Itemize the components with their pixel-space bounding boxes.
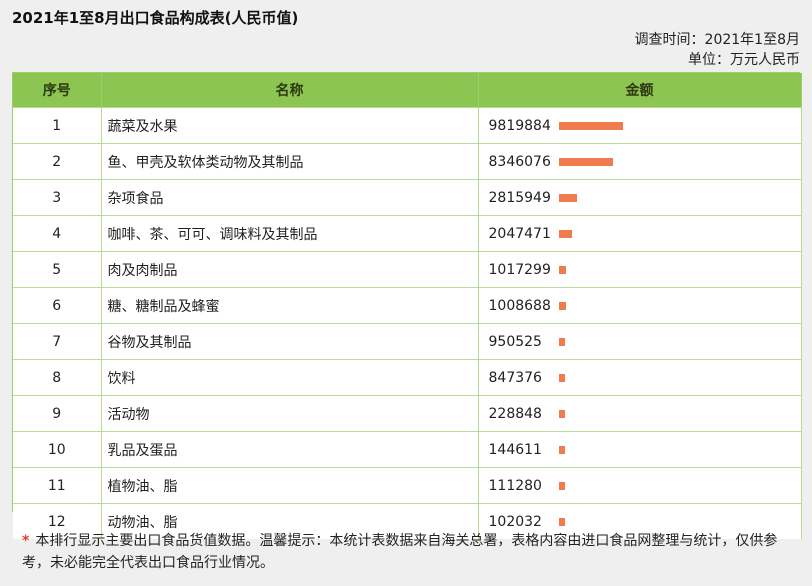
header-amount: 金额 bbox=[478, 73, 802, 108]
footnote-text: 本排行显示主要出口食品货值数据。温馨提示：本统计表数据来自海关总署，表格内容由进… bbox=[22, 533, 778, 571]
row-amount-cell: 9819884 bbox=[478, 107, 802, 144]
row-amount: 847376 bbox=[488, 369, 542, 386]
unit-label: 单位：万元人民币 bbox=[688, 52, 800, 68]
row-no: 2 bbox=[13, 143, 102, 180]
table-row: 8 饮料 847376 bbox=[13, 359, 802, 396]
row-name: 乳品及蛋品 bbox=[101, 431, 479, 468]
survey-time: 调查时间：2021年1至8月 bbox=[634, 32, 800, 48]
row-name: 动物油、脂 bbox=[101, 503, 479, 539]
row-no: 1 bbox=[13, 107, 102, 144]
footnote-star: * bbox=[22, 533, 30, 549]
row-amount-cell: 102032 bbox=[478, 503, 802, 539]
row-amount-cell: 1008688 bbox=[478, 287, 802, 324]
amount-bar bbox=[558, 373, 565, 382]
row-no: 9 bbox=[13, 395, 102, 432]
row-no: 3 bbox=[13, 179, 102, 216]
row-no: 10 bbox=[13, 431, 102, 468]
table-header-row: 序号 名称 金额 bbox=[13, 73, 802, 108]
row-name: 植物油、脂 bbox=[101, 467, 479, 504]
row-amount-cell: 8346076 bbox=[478, 143, 802, 180]
table-row: 10 乳品及蛋品 144611 bbox=[13, 431, 802, 468]
amount-bar bbox=[558, 229, 572, 238]
footnote: * 本排行显示主要出口食品货值数据。温馨提示：本统计表数据来自海关总署，表格内容由… bbox=[22, 530, 792, 574]
row-name: 饮料 bbox=[101, 359, 479, 396]
row-amount: 950525 bbox=[488, 333, 542, 350]
row-amount: 144611 bbox=[488, 441, 542, 458]
row-no: 7 bbox=[13, 323, 102, 360]
row-amount: 9819884 bbox=[488, 117, 551, 134]
row-name: 咖啡、茶、可可、调味料及其制品 bbox=[101, 215, 479, 252]
row-name: 蔬菜及水果 bbox=[101, 107, 479, 144]
row-amount-cell: 847376 bbox=[478, 359, 802, 396]
row-amount: 2815949 bbox=[488, 189, 551, 206]
amount-bar bbox=[558, 157, 613, 166]
row-amount: 111280 bbox=[488, 477, 542, 494]
row-amount-cell: 2815949 bbox=[478, 179, 802, 216]
amount-bar bbox=[558, 517, 565, 526]
row-name: 谷物及其制品 bbox=[101, 323, 479, 360]
amount-bar bbox=[558, 337, 565, 346]
table-row: 5 肉及肉制品 1017299 bbox=[13, 251, 802, 288]
amount-bar bbox=[558, 265, 566, 274]
row-amount: 8346076 bbox=[488, 153, 551, 170]
table-row: 12 动物油、脂 102032 bbox=[13, 503, 802, 539]
row-amount-cell: 228848 bbox=[478, 395, 802, 432]
row-name: 肉及肉制品 bbox=[101, 251, 479, 288]
export-table: 序号 名称 金额 1 蔬菜及水果 9819884 2 鱼、甲壳及软体类动物及其制品 834… bbox=[12, 72, 802, 539]
row-amount-cell: 111280 bbox=[478, 467, 802, 504]
row-no: 11 bbox=[13, 467, 102, 504]
row-amount-cell: 144611 bbox=[478, 431, 802, 468]
row-name: 鱼、甲壳及软体类动物及其制品 bbox=[101, 143, 479, 180]
amount-bar bbox=[558, 121, 623, 130]
row-amount: 1017299 bbox=[488, 261, 551, 278]
row-amount: 102032 bbox=[488, 513, 542, 530]
row-amount-cell: 1017299 bbox=[478, 251, 802, 288]
row-no: 5 bbox=[13, 251, 102, 288]
row-amount-cell: 2047471 bbox=[478, 215, 802, 252]
row-no: 6 bbox=[13, 287, 102, 324]
header-name: 名称 bbox=[101, 73, 479, 108]
amount-bar bbox=[558, 301, 566, 310]
amount-bar bbox=[558, 409, 565, 418]
meta-info: 调查时间：2021年1至8月 单位：万元人民币 bbox=[635, 30, 800, 70]
table-row: 4 咖啡、茶、可可、调味料及其制品 2047471 bbox=[13, 215, 802, 252]
table-row: 1 蔬菜及水果 9819884 bbox=[13, 107, 802, 144]
row-name: 杂项食品 bbox=[101, 179, 479, 216]
table-row: 6 糖、糖制品及蜂蜜 1008688 bbox=[13, 287, 802, 324]
row-name: 活动物 bbox=[101, 395, 479, 432]
amount-bar bbox=[558, 193, 577, 202]
row-no: 4 bbox=[13, 215, 102, 252]
table-row: 11 植物油、脂 111280 bbox=[13, 467, 802, 504]
row-no: 8 bbox=[13, 359, 102, 396]
amount-bar bbox=[558, 481, 565, 490]
row-no: 12 bbox=[13, 503, 102, 539]
row-amount: 228848 bbox=[488, 405, 542, 422]
page-title: 2021年1至8月出口食品构成表(人民币值) bbox=[12, 9, 299, 27]
row-amount-cell: 950525 bbox=[478, 323, 802, 360]
table-row: 9 活动物 228848 bbox=[13, 395, 802, 432]
row-name: 糖、糖制品及蜂蜜 bbox=[101, 287, 479, 324]
table-row: 2 鱼、甲壳及软体类动物及其制品 8346076 bbox=[13, 143, 802, 180]
amount-bar bbox=[558, 445, 565, 454]
table-row: 3 杂项食品 2815949 bbox=[13, 179, 802, 216]
table-row: 7 谷物及其制品 950525 bbox=[13, 323, 802, 360]
row-amount: 2047471 bbox=[488, 225, 551, 242]
header-no: 序号 bbox=[13, 73, 102, 108]
row-amount: 1008688 bbox=[488, 297, 551, 314]
